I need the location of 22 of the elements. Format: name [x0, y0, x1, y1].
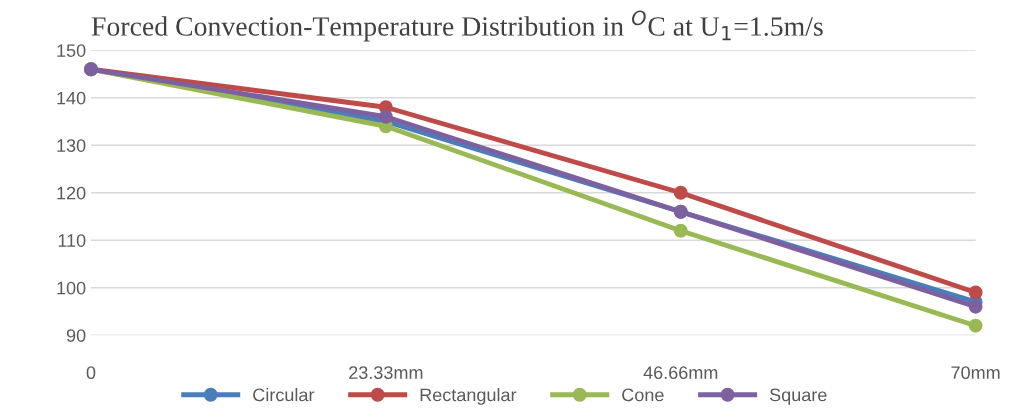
y-tick-label: 90 [66, 329, 86, 342]
x-tick-label: 23.33mm [349, 366, 423, 380]
point [968, 318, 983, 333]
y-tick-label: 120 [57, 186, 86, 200]
y-tick-label: 110 [58, 234, 86, 247]
legend-label: Square [769, 388, 827, 405]
legend-label: Rectangular [420, 388, 517, 405]
x-tick-label: 0 [86, 366, 96, 380]
y-tick-label: 100 [57, 281, 86, 295]
x-tick-label: 70mm [951, 366, 1000, 380]
point [673, 185, 688, 200]
y-tick-label: 150 [57, 44, 86, 57]
legend-label: Circular [253, 388, 315, 402]
point [968, 285, 983, 300]
legend-label: Cone [622, 388, 664, 402]
y-tick-label: 130 [57, 139, 86, 152]
point [378, 109, 393, 124]
point [673, 223, 688, 238]
point [968, 299, 983, 314]
x-tick-label: 46.66mm [643, 366, 718, 380]
y-tick-label: 140 [57, 91, 86, 105]
chart-title: Forced Convection-Temperature Distribution in $^{O}$C at U$_{1}$=1.5m/s [91, 10, 823, 42]
